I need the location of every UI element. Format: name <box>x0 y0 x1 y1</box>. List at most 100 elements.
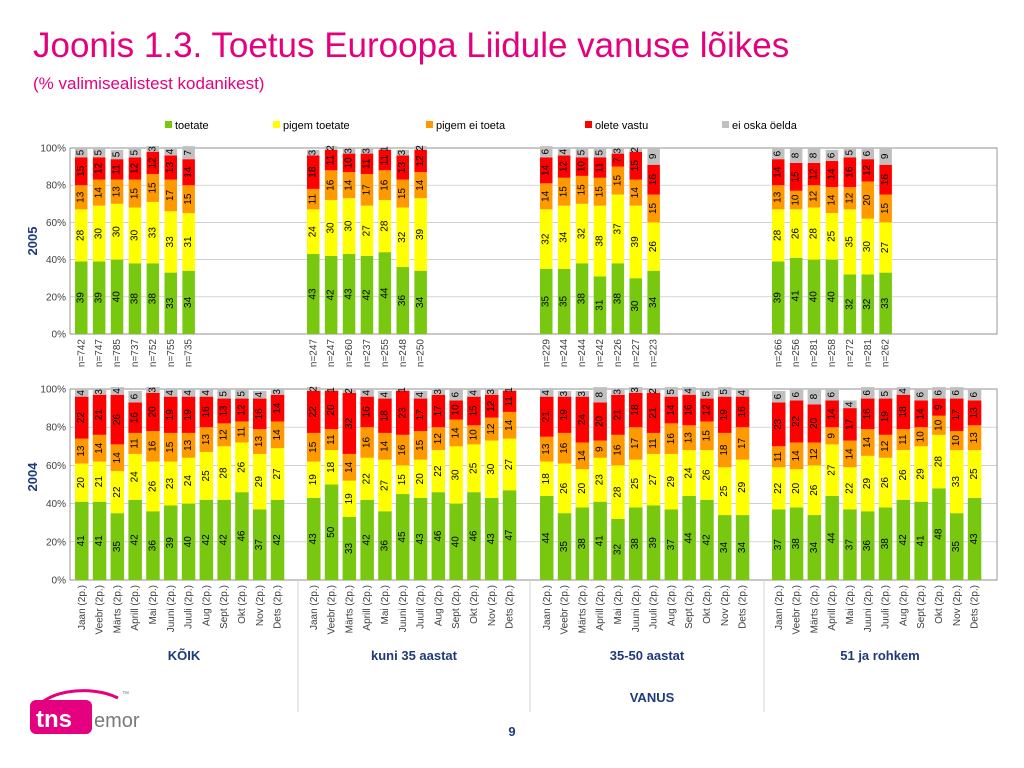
bar-segment-pigem-toetate <box>718 467 732 516</box>
bar-segment-ei-oska-oelda <box>217 389 231 399</box>
data-label: 22 <box>773 482 784 494</box>
bar-segment-toetate <box>307 254 320 334</box>
bar-segment-toetate <box>324 484 339 580</box>
bar-segment-pigem-toetate <box>878 457 893 508</box>
logo-tm-text: ™ <box>122 691 129 698</box>
data-label: 11 <box>648 438 659 449</box>
group-label: kuni 35 aastat <box>371 648 458 663</box>
bar-segment-pigem-ei-toeta <box>646 432 661 454</box>
data-label: 17 <box>630 437 641 449</box>
data-label: 1 <box>379 146 390 152</box>
bar-segment-olete-vastu <box>270 394 285 422</box>
data-label: 36 <box>862 540 873 552</box>
bar-segment-pigem-ei-toeta <box>735 427 750 460</box>
bar-segment-toetate <box>540 268 553 334</box>
bar-segment-pigem-toetate <box>789 209 803 258</box>
bar-segment-toetate <box>807 515 822 580</box>
data-label: 16 <box>362 436 373 448</box>
data-label: 11 <box>326 434 337 445</box>
bar-segment-pigem-ei-toeta <box>164 179 177 212</box>
bar-segment-pigem-toetate <box>270 448 285 500</box>
data-label: 12 <box>147 157 158 169</box>
data-label: 6 <box>933 390 944 396</box>
data-label: 2 <box>308 386 319 392</box>
data-label: 29 <box>862 478 873 490</box>
bar-segment-ei-oska-oelda <box>110 387 125 395</box>
data-label: 26 <box>559 482 570 494</box>
data-label: 42 <box>130 534 141 546</box>
data-label: 26 <box>809 484 820 496</box>
bar-segment-pigem-toetate <box>75 463 89 502</box>
bar-segment-ei-oska-oelda <box>557 390 572 397</box>
bar-segment-ei-oska-oelda <box>378 148 392 150</box>
data-label: 1 <box>326 387 337 393</box>
bar-segment-olete-vastu <box>646 392 661 433</box>
data-label: 18 <box>719 444 730 456</box>
bar-segment-toetate <box>825 259 839 334</box>
data-label: 25 <box>969 468 980 480</box>
bar-segment-olete-vastu <box>467 396 481 426</box>
data-label: 19 <box>308 474 319 486</box>
bar-segment-olete-vastu <box>682 394 696 426</box>
data-label: 3 <box>630 387 641 393</box>
bar-segment-pigem-toetate <box>914 446 928 502</box>
bar-segment-toetate <box>128 499 142 580</box>
bar-segment-pigem-ei-toeta <box>307 432 321 462</box>
bar-segment-toetate <box>75 501 89 580</box>
data-label: 12 <box>844 192 855 204</box>
bar-segment-ei-oska-oelda <box>879 148 892 165</box>
bar-segment-toetate <box>825 495 839 580</box>
bar-segment-pigem-ei-toeta <box>324 429 339 451</box>
bar-segment-pigem-toetate <box>146 461 160 512</box>
y-tick-label: 100% <box>40 144 66 155</box>
x-tick-label: n=226 <box>613 339 624 368</box>
data-label: 5 <box>112 151 123 157</box>
bar-segment-olete-vastu <box>235 398 249 422</box>
x-tick-label: Juuli (2p.) <box>649 585 660 629</box>
x-tick-label: Juuli (2p.) <box>881 585 892 629</box>
bar-segment-pigem-ei-toeta <box>485 417 499 441</box>
data-label: 3 <box>344 148 355 154</box>
data-label: 3 <box>559 391 570 397</box>
bar-segment-pigem-ei-toeta <box>843 187 857 210</box>
x-tick-label: n=737 <box>130 339 141 368</box>
data-label: 8 <box>809 393 820 399</box>
bar-segment-ei-oska-oelda <box>557 148 571 156</box>
x-tick-label: Jaan (2p.) <box>542 585 553 630</box>
data-label: 6 <box>130 393 141 399</box>
data-label: 22 <box>308 406 319 418</box>
data-label: 26 <box>112 414 123 426</box>
bar-segment-pigem-toetate <box>807 465 822 516</box>
data-label: 3 <box>433 389 444 395</box>
data-label: 4 <box>684 388 695 394</box>
x-tick-label: Juuni (2p.) <box>631 585 642 632</box>
data-label: 7 <box>183 149 194 155</box>
data-label: 14 <box>827 408 838 420</box>
data-label: 16 <box>612 444 623 456</box>
data-label: 15 <box>594 186 605 198</box>
bar-segment-olete-vastu <box>307 390 321 433</box>
data-label: 10 <box>933 419 944 431</box>
bar-segment-pigem-toetate <box>414 198 427 271</box>
bar-segment-toetate <box>110 259 124 334</box>
bar-segment-pigem-toetate <box>967 450 982 498</box>
data-label: 20 <box>595 415 606 427</box>
data-label: 20 <box>147 406 158 418</box>
bar-segment-pigem-ei-toeta <box>611 434 625 466</box>
data-label: 32 <box>862 298 873 310</box>
data-label: 34 <box>719 542 730 554</box>
x-tick-label: Dets (2p.) <box>273 585 284 629</box>
bar-segment-ei-oska-oelda <box>396 149 409 156</box>
x-tick-label: n=258 <box>827 339 838 368</box>
data-label: 38 <box>612 293 623 305</box>
data-label: 5 <box>76 149 87 155</box>
bar-segment-pigem-toetate <box>92 461 107 502</box>
bar-segment-ei-oska-oelda <box>878 389 893 399</box>
data-label: 40 <box>809 291 820 303</box>
data-label: 32 <box>844 298 855 310</box>
data-label: 15 <box>147 182 158 194</box>
bar-segment-pigem-toetate <box>646 453 661 506</box>
data-label: 15 <box>791 171 802 183</box>
bar-segment-olete-vastu <box>396 390 410 435</box>
data-label: 4 <box>559 149 570 155</box>
